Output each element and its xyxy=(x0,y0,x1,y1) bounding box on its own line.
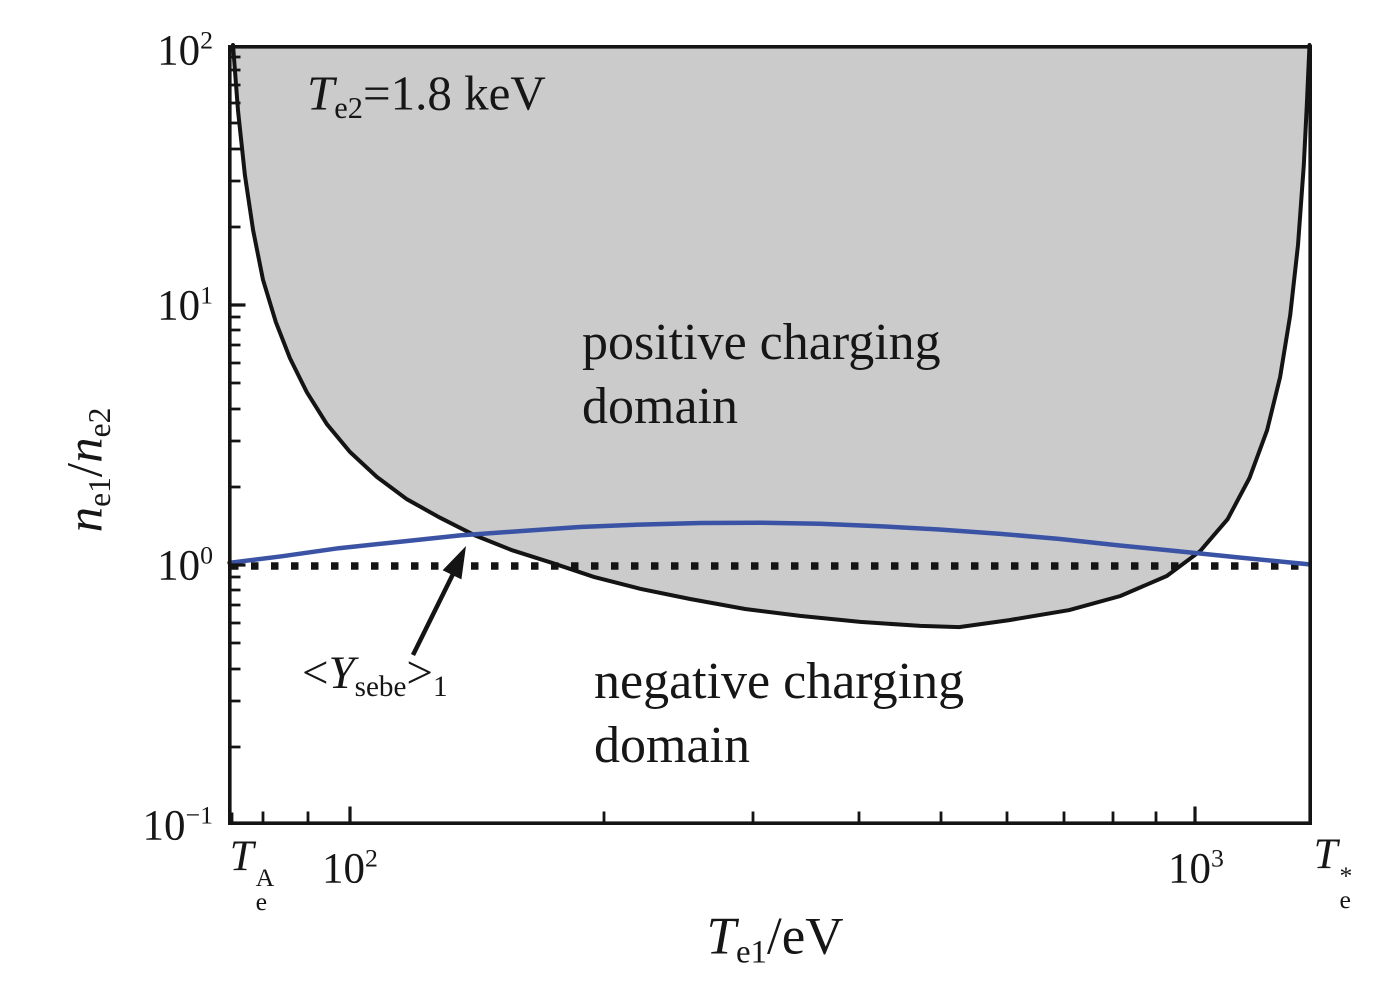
curve-label-arrow xyxy=(410,546,466,656)
positive-domain-line2: domain xyxy=(582,378,738,435)
y-tick-label-1e1: 101 xyxy=(157,280,213,330)
x-tick-label-TeStar: T * e xyxy=(1313,830,1353,914)
y-axis-label: ne1/ne2 xyxy=(57,407,118,533)
arrow-head xyxy=(442,546,466,580)
positive-domain-label: positive charging domain xyxy=(582,311,941,439)
y-axis-major-ticks xyxy=(231,303,246,567)
y-tick-label-1e-1: 10−1 xyxy=(142,800,213,850)
negative-domain-label: negative charging domain xyxy=(594,650,964,778)
plot-frame xyxy=(228,44,1313,826)
x-axis-label: Te1/eV xyxy=(706,907,844,971)
y-tick-label-1e2: 102 xyxy=(157,25,213,75)
positive-domain-region xyxy=(233,45,1310,628)
arrow-shaft xyxy=(410,571,457,656)
x-axis-minor-ticks xyxy=(230,811,1158,822)
positive-domain-line1: positive charging xyxy=(582,314,941,371)
negative-domain-line2: domain xyxy=(594,717,750,774)
sebe-yield-label: <Ysebe>1 xyxy=(302,646,448,704)
x-axis-major-ticks xyxy=(348,806,1197,822)
x-tick-label-1e2: 102 xyxy=(322,843,378,893)
te2-annotation: Te2=1.8 keV xyxy=(307,65,546,126)
boundary-curve xyxy=(231,43,1312,630)
y-tick-label-1e0: 100 xyxy=(157,540,213,590)
negative-domain-line1: negative charging xyxy=(594,653,965,710)
x-tick-label-1e3: 103 xyxy=(1168,843,1224,893)
y-axis-minor-ticks xyxy=(231,55,241,749)
sebe-yield-contour-curve xyxy=(227,520,1312,567)
